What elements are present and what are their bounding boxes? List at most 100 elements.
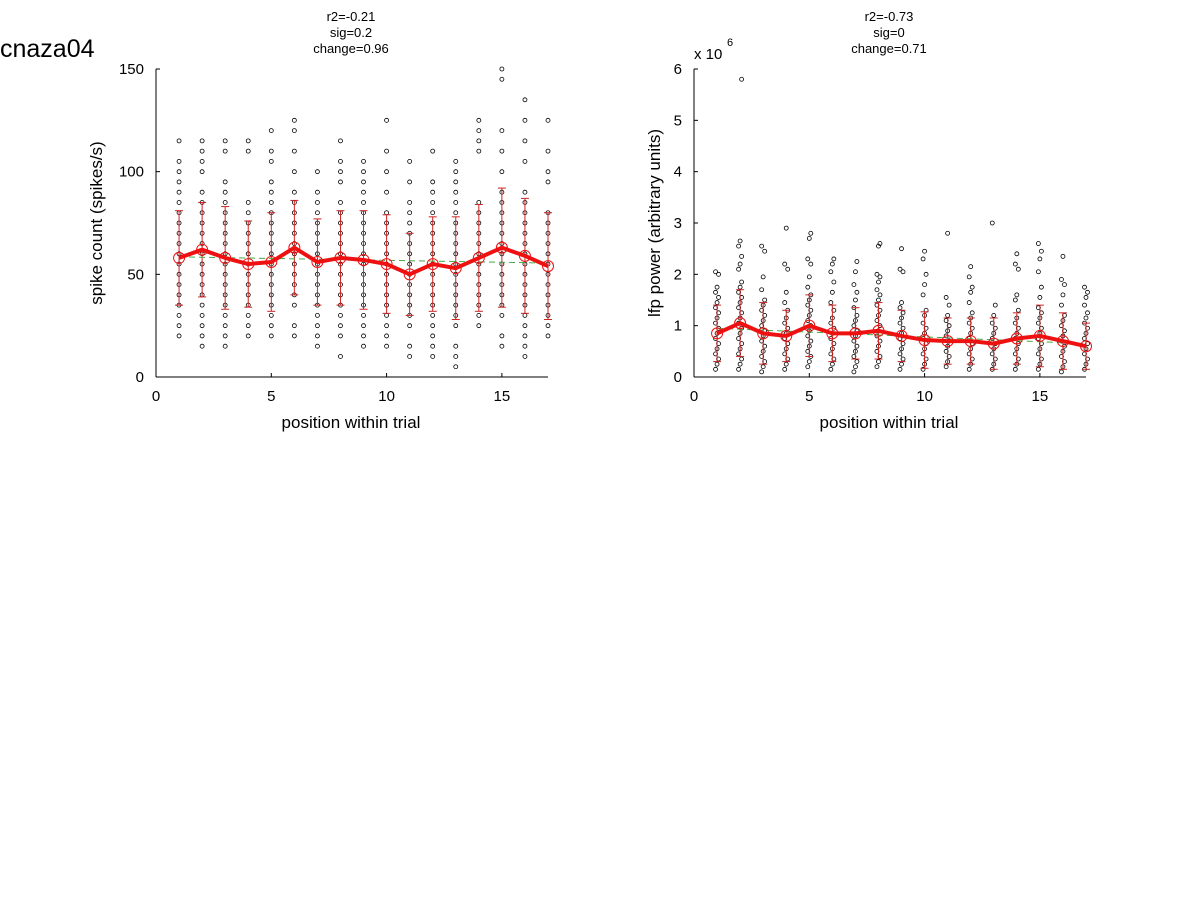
data-point <box>476 323 482 329</box>
data-point <box>407 323 413 329</box>
y-tick-label: 2 <box>674 266 682 283</box>
data-point <box>384 333 389 339</box>
data-point <box>828 366 834 372</box>
data-point <box>1083 295 1089 300</box>
data-point <box>222 138 228 144</box>
data-point <box>430 343 436 349</box>
data-point <box>176 200 182 205</box>
data-point <box>453 189 459 195</box>
data-point <box>291 148 297 154</box>
data-point <box>222 343 228 349</box>
data-point <box>899 246 904 252</box>
mean-marker <box>334 251 347 264</box>
stat-change: change=0.71 <box>851 41 927 56</box>
x-tick-label: 15 <box>494 388 511 405</box>
data-point <box>966 300 972 305</box>
data-point <box>291 169 297 175</box>
data-point <box>854 359 860 365</box>
data-point <box>876 243 881 249</box>
data-point <box>876 279 881 285</box>
data-point <box>1060 253 1066 259</box>
mean-marker <box>449 262 462 275</box>
data-point <box>268 148 274 154</box>
data-point <box>762 248 768 254</box>
data-point <box>1035 241 1041 246</box>
data-point <box>176 179 182 185</box>
data-point <box>222 148 228 154</box>
data-point <box>407 158 413 164</box>
data-point <box>853 364 858 370</box>
data-point <box>384 323 389 329</box>
data-point <box>1082 302 1087 308</box>
data-point <box>407 220 413 226</box>
data-point <box>920 292 926 298</box>
data-point <box>176 158 182 164</box>
data-point <box>268 333 274 339</box>
y-tick-label: 4 <box>674 164 682 181</box>
mean-marker <box>380 258 393 271</box>
data-point <box>968 289 974 295</box>
data-point <box>361 312 366 318</box>
data-point <box>739 279 745 285</box>
data-point <box>499 148 505 154</box>
data-point <box>828 300 834 305</box>
data-point <box>199 323 205 329</box>
data-point <box>315 169 320 175</box>
data-point <box>384 117 389 123</box>
data-point <box>222 312 228 318</box>
data-point <box>430 179 436 185</box>
data-point <box>1085 289 1090 295</box>
data-point <box>315 323 320 329</box>
data-point <box>1038 248 1044 254</box>
data-point <box>199 333 205 339</box>
mean-line <box>716 321 1087 349</box>
data-point <box>716 295 721 300</box>
data-point <box>545 333 551 339</box>
data-point <box>782 366 788 372</box>
data-point <box>476 148 482 154</box>
data-point <box>476 138 482 144</box>
data-point <box>851 282 857 288</box>
data-point <box>407 179 413 185</box>
data-point <box>338 138 343 144</box>
data-point <box>737 238 743 244</box>
mean-marker <box>242 258 255 271</box>
data-point <box>499 66 505 72</box>
data-point <box>946 302 952 308</box>
data-point <box>268 158 274 164</box>
mean-marker <box>1033 329 1046 342</box>
data-point <box>1012 297 1018 303</box>
data-point <box>522 343 528 349</box>
data-point <box>430 200 436 205</box>
data-point <box>199 148 205 154</box>
data-point <box>1059 302 1064 308</box>
data-point <box>900 269 906 275</box>
y-exponent-value: 6 <box>727 37 733 49</box>
data-point <box>1060 292 1066 298</box>
data-point <box>920 256 926 262</box>
mean-marker <box>918 334 931 347</box>
data-point <box>245 323 251 329</box>
data-point <box>176 312 182 318</box>
mean-marker <box>288 241 301 254</box>
data-point <box>876 297 881 303</box>
data-point <box>1082 284 1087 290</box>
data-point <box>969 310 975 316</box>
data-point <box>361 169 366 175</box>
mean-marker <box>1010 332 1023 345</box>
y-tick-label: 1 <box>674 318 682 335</box>
data-point <box>499 333 505 339</box>
data-point <box>1035 366 1041 372</box>
mean-marker <box>872 324 885 337</box>
data-point <box>992 302 998 308</box>
figure-title: cnaza04 <box>0 35 95 63</box>
data-point <box>759 243 765 249</box>
data-point <box>476 117 482 123</box>
mean-marker <box>1080 340 1092 353</box>
data-point <box>245 148 251 154</box>
data-point <box>199 169 205 175</box>
data-point <box>315 343 320 349</box>
data-point <box>453 210 459 216</box>
mean-marker <box>895 329 908 342</box>
data-point <box>828 269 834 275</box>
